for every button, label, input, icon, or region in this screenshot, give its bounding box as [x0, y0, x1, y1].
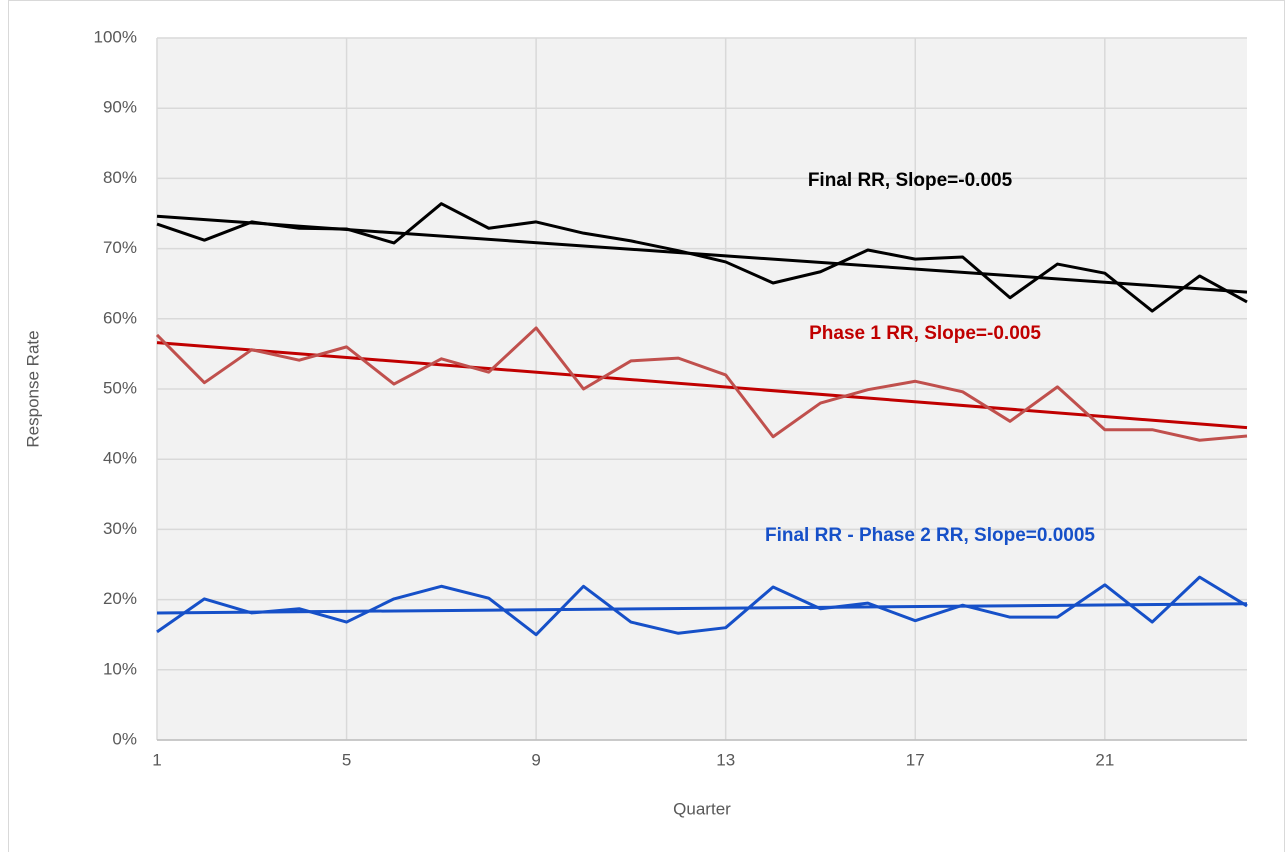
- series-line: [155, 326, 1248, 442]
- x-tick-label: 5: [342, 750, 351, 769]
- y-tick-label: 40%: [103, 449, 137, 468]
- x-tick-label: 17: [906, 750, 925, 769]
- x-tick-label: 1: [152, 750, 161, 769]
- y-axis-label: Response Rate: [23, 330, 42, 447]
- y-tick-label: 20%: [103, 589, 137, 608]
- y-tick-label: 60%: [103, 308, 137, 327]
- annotation: Phase 1 RR, Slope=-0.005: [809, 323, 1041, 344]
- x-tick-label: 13: [716, 750, 735, 769]
- x-tick-label: 9: [531, 750, 540, 769]
- y-tick-label: 70%: [103, 238, 137, 257]
- annotation: Final RR, Slope=-0.005: [808, 170, 1013, 191]
- x-axis-label: Quarter: [673, 799, 731, 818]
- y-tick-label: 80%: [103, 168, 137, 187]
- y-tick-label: 50%: [103, 378, 137, 397]
- series-line: [156, 575, 1248, 637]
- y-tick-label: 10%: [103, 659, 137, 678]
- y-tick-label: 30%: [103, 519, 137, 538]
- x-tick-label: 21: [1095, 750, 1114, 769]
- y-tick-label: 100%: [94, 27, 137, 46]
- trendline: [156, 602, 1248, 615]
- trendline: [156, 341, 1248, 430]
- series-line: [156, 202, 1248, 313]
- y-tick-label: 0%: [112, 729, 137, 748]
- y-tick-label: 90%: [103, 98, 137, 117]
- annotation: Final RR - Phase 2 RR, Slope=0.0005: [765, 525, 1095, 546]
